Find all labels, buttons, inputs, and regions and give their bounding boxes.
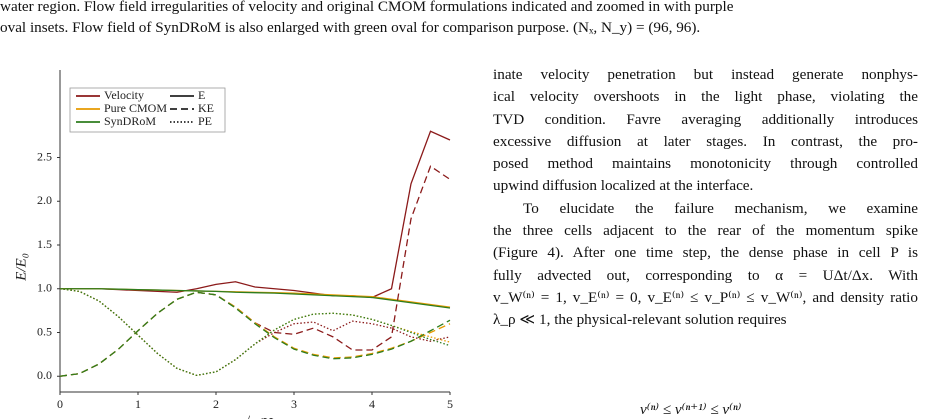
text-line: TVD condition. Favre averaging additiona…: [493, 110, 918, 128]
series-line: [60, 288, 451, 308]
text-line: v_W⁽ⁿ⁾ = 1, v_E⁽ⁿ⁾ = 0, v_E⁽ⁿ⁾ ≤ v_P⁽ⁿ⁾ …: [493, 288, 918, 306]
y-tick-label: 0.0: [37, 368, 52, 382]
x-tick-label: 0: [57, 397, 63, 411]
y-tick-label: 1.5: [37, 237, 52, 251]
y-tick-label: 0.5: [37, 324, 52, 338]
y-tick-label: 2.0: [37, 193, 52, 207]
text-line: ical velocity overshoots in the light ph…: [493, 88, 918, 106]
series-line: [59, 288, 451, 377]
text-line: (Figure 4). After one time step, the den…: [493, 244, 918, 262]
series-line: [59, 291, 451, 377]
series-line: [60, 130, 451, 299]
legend-label: KE: [198, 101, 214, 115]
text-line: To elucidate the failure mechanism, we e…: [523, 199, 918, 217]
legend-label: PE: [198, 114, 212, 128]
series-line: [59, 291, 451, 377]
text-line: inate velocity penetration but instead g…: [493, 66, 918, 83]
y-tick-label: 1.0: [37, 281, 52, 295]
y-axis-label: E/E₀: [13, 253, 29, 282]
series-line: [59, 165, 451, 377]
text-line: upwind diffusion localized at the interf…: [493, 177, 754, 195]
series-line: [60, 288, 451, 309]
legend-label: Velocity: [104, 88, 144, 102]
series-line: [59, 288, 451, 377]
legend-label: E: [198, 88, 205, 102]
chart: 0.0 0.5 1.0 1.5 2.0 2.5 0 1 2 3 4 5 t√g/H E/E₀ Velocit…: [13, 70, 453, 419]
caption-line: oval insets. Flow field of SynDRoM is al…: [0, 19, 701, 36]
text-line: fully advected out, corresponding to α =…: [493, 266, 918, 284]
x-axis-label: t√g/H: [238, 415, 274, 419]
text-line: excessive diffusion at later stages. In …: [493, 132, 918, 150]
body-text: inate velocity penetration but instead g…: [493, 64, 918, 332]
x-tick-label: 3: [291, 397, 297, 411]
legend-label: Pure CMOM: [104, 101, 167, 115]
text-line: λ_ρ ≪ 1, the physical-relevant solution …: [493, 311, 787, 329]
text-line: posed method maintains monotonicity thro…: [493, 155, 918, 173]
legend-label: SynDRoM: [104, 114, 156, 128]
x-tick-label: 2: [213, 397, 219, 411]
x-tick-label: 1: [135, 397, 141, 411]
equation: v⁽ⁿ⁾ ≤ v⁽ⁿ⁺¹⁾ ≤ v⁽ⁿ⁾: [640, 401, 742, 418]
text-line: the three cells adjacent to the rear of …: [493, 222, 918, 240]
caption-line: water region. Flow field irregularities …: [0, 0, 734, 15]
series-line: [59, 288, 451, 377]
x-tick-label: 4: [369, 397, 375, 411]
y-tick-label: 2.5: [37, 149, 52, 163]
x-tick-label: 5: [447, 397, 453, 411]
